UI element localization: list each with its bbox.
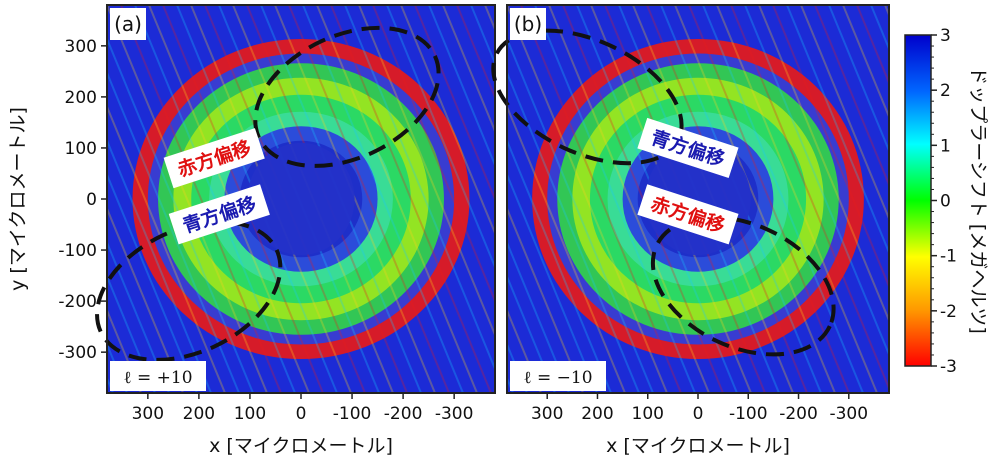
x-axis-title-b: x [マイクロメートル]: [606, 435, 790, 457]
y-tick-label: 300: [65, 37, 97, 57]
y-axis-ticks-a: 300 200 100 0 -100 -200 -300: [58, 37, 107, 363]
shift-annotation-box: [637, 117, 739, 178]
y-tick-label: -100: [58, 241, 97, 261]
x-tick-label: 0: [296, 404, 307, 424]
shift-annotation-box: [168, 184, 270, 245]
y-tick-label: 200: [65, 88, 97, 108]
y-axis-title: y [マイクロメートル]: [7, 107, 29, 291]
y-tick-label: 0: [86, 190, 97, 210]
panel-label-box-b: [510, 8, 546, 40]
x-tick-label: 100: [234, 404, 266, 424]
shift-annotation-box: [637, 184, 739, 245]
colorbar: 3 2 1 0 -1 -2 -3 ドップラーシフト [メガヘルツ]: [904, 26, 989, 377]
panel-label-box-a: [110, 8, 146, 40]
y-tick-label: -200: [58, 292, 97, 312]
x-tick-label: -200: [384, 404, 423, 424]
x-tick-label: 200: [183, 404, 215, 424]
colorbar-tick-label: 1: [940, 136, 951, 156]
x-tick-label: -300: [829, 404, 868, 424]
ell-label-a: ℓ = +10: [123, 368, 192, 388]
colorbar-gradient: [904, 34, 932, 367]
dashed-region-a-0: [253, 25, 441, 168]
ell-label-box-b: [510, 361, 606, 391]
x-tick-label: 200: [581, 404, 613, 424]
x-axis-title-a: x [マイクロメートル]: [209, 435, 393, 457]
x-tick-label: -100: [729, 404, 768, 424]
ell-label-b: ℓ = −10: [523, 368, 592, 388]
x-tick-label: 300: [531, 404, 563, 424]
colorbar-tick-label: -3: [940, 357, 957, 377]
x-tick-label: -200: [779, 404, 818, 424]
dashed-regions-b: [491, 5, 889, 393]
x-axis-ticks-b: 300 200 100 0 -100 -200 -300: [531, 393, 868, 424]
colorbar-tick-label: 0: [940, 192, 951, 212]
colorbar-ticks: 3 2 1 0 -1 -2 -3: [931, 26, 957, 377]
colorbar-tick-label: 3: [940, 26, 951, 46]
dashed-region-b-1: [650, 215, 836, 357]
x-tick-label: 0: [693, 404, 704, 424]
ring-texture-b: [507, 5, 889, 393]
x-tick-label: 100: [632, 404, 664, 424]
colorbar-title: ドップラーシフト [メガヘルツ]: [967, 66, 989, 334]
colorbar-tick-label: -2: [940, 302, 957, 322]
colorbar-tick-label: -1: [940, 247, 957, 267]
x-axis-ticks-a: 300 200 100 0 -100 -200 -300: [132, 393, 474, 424]
x-tick-label: -300: [435, 404, 474, 424]
x-tick-label: 300: [132, 404, 164, 424]
colorbar-tick-label: 2: [940, 81, 951, 101]
panel-label-b: (b): [514, 12, 542, 36]
dashed-region-a-1: [95, 219, 283, 362]
shift-annotation-box: [163, 128, 265, 189]
y-tick-label: -300: [58, 343, 97, 363]
panel-label-a: (a): [114, 12, 142, 36]
ell-label-box-a: [110, 361, 206, 391]
y-tick-label: 100: [65, 139, 97, 159]
x-tick-label: -100: [333, 404, 372, 424]
